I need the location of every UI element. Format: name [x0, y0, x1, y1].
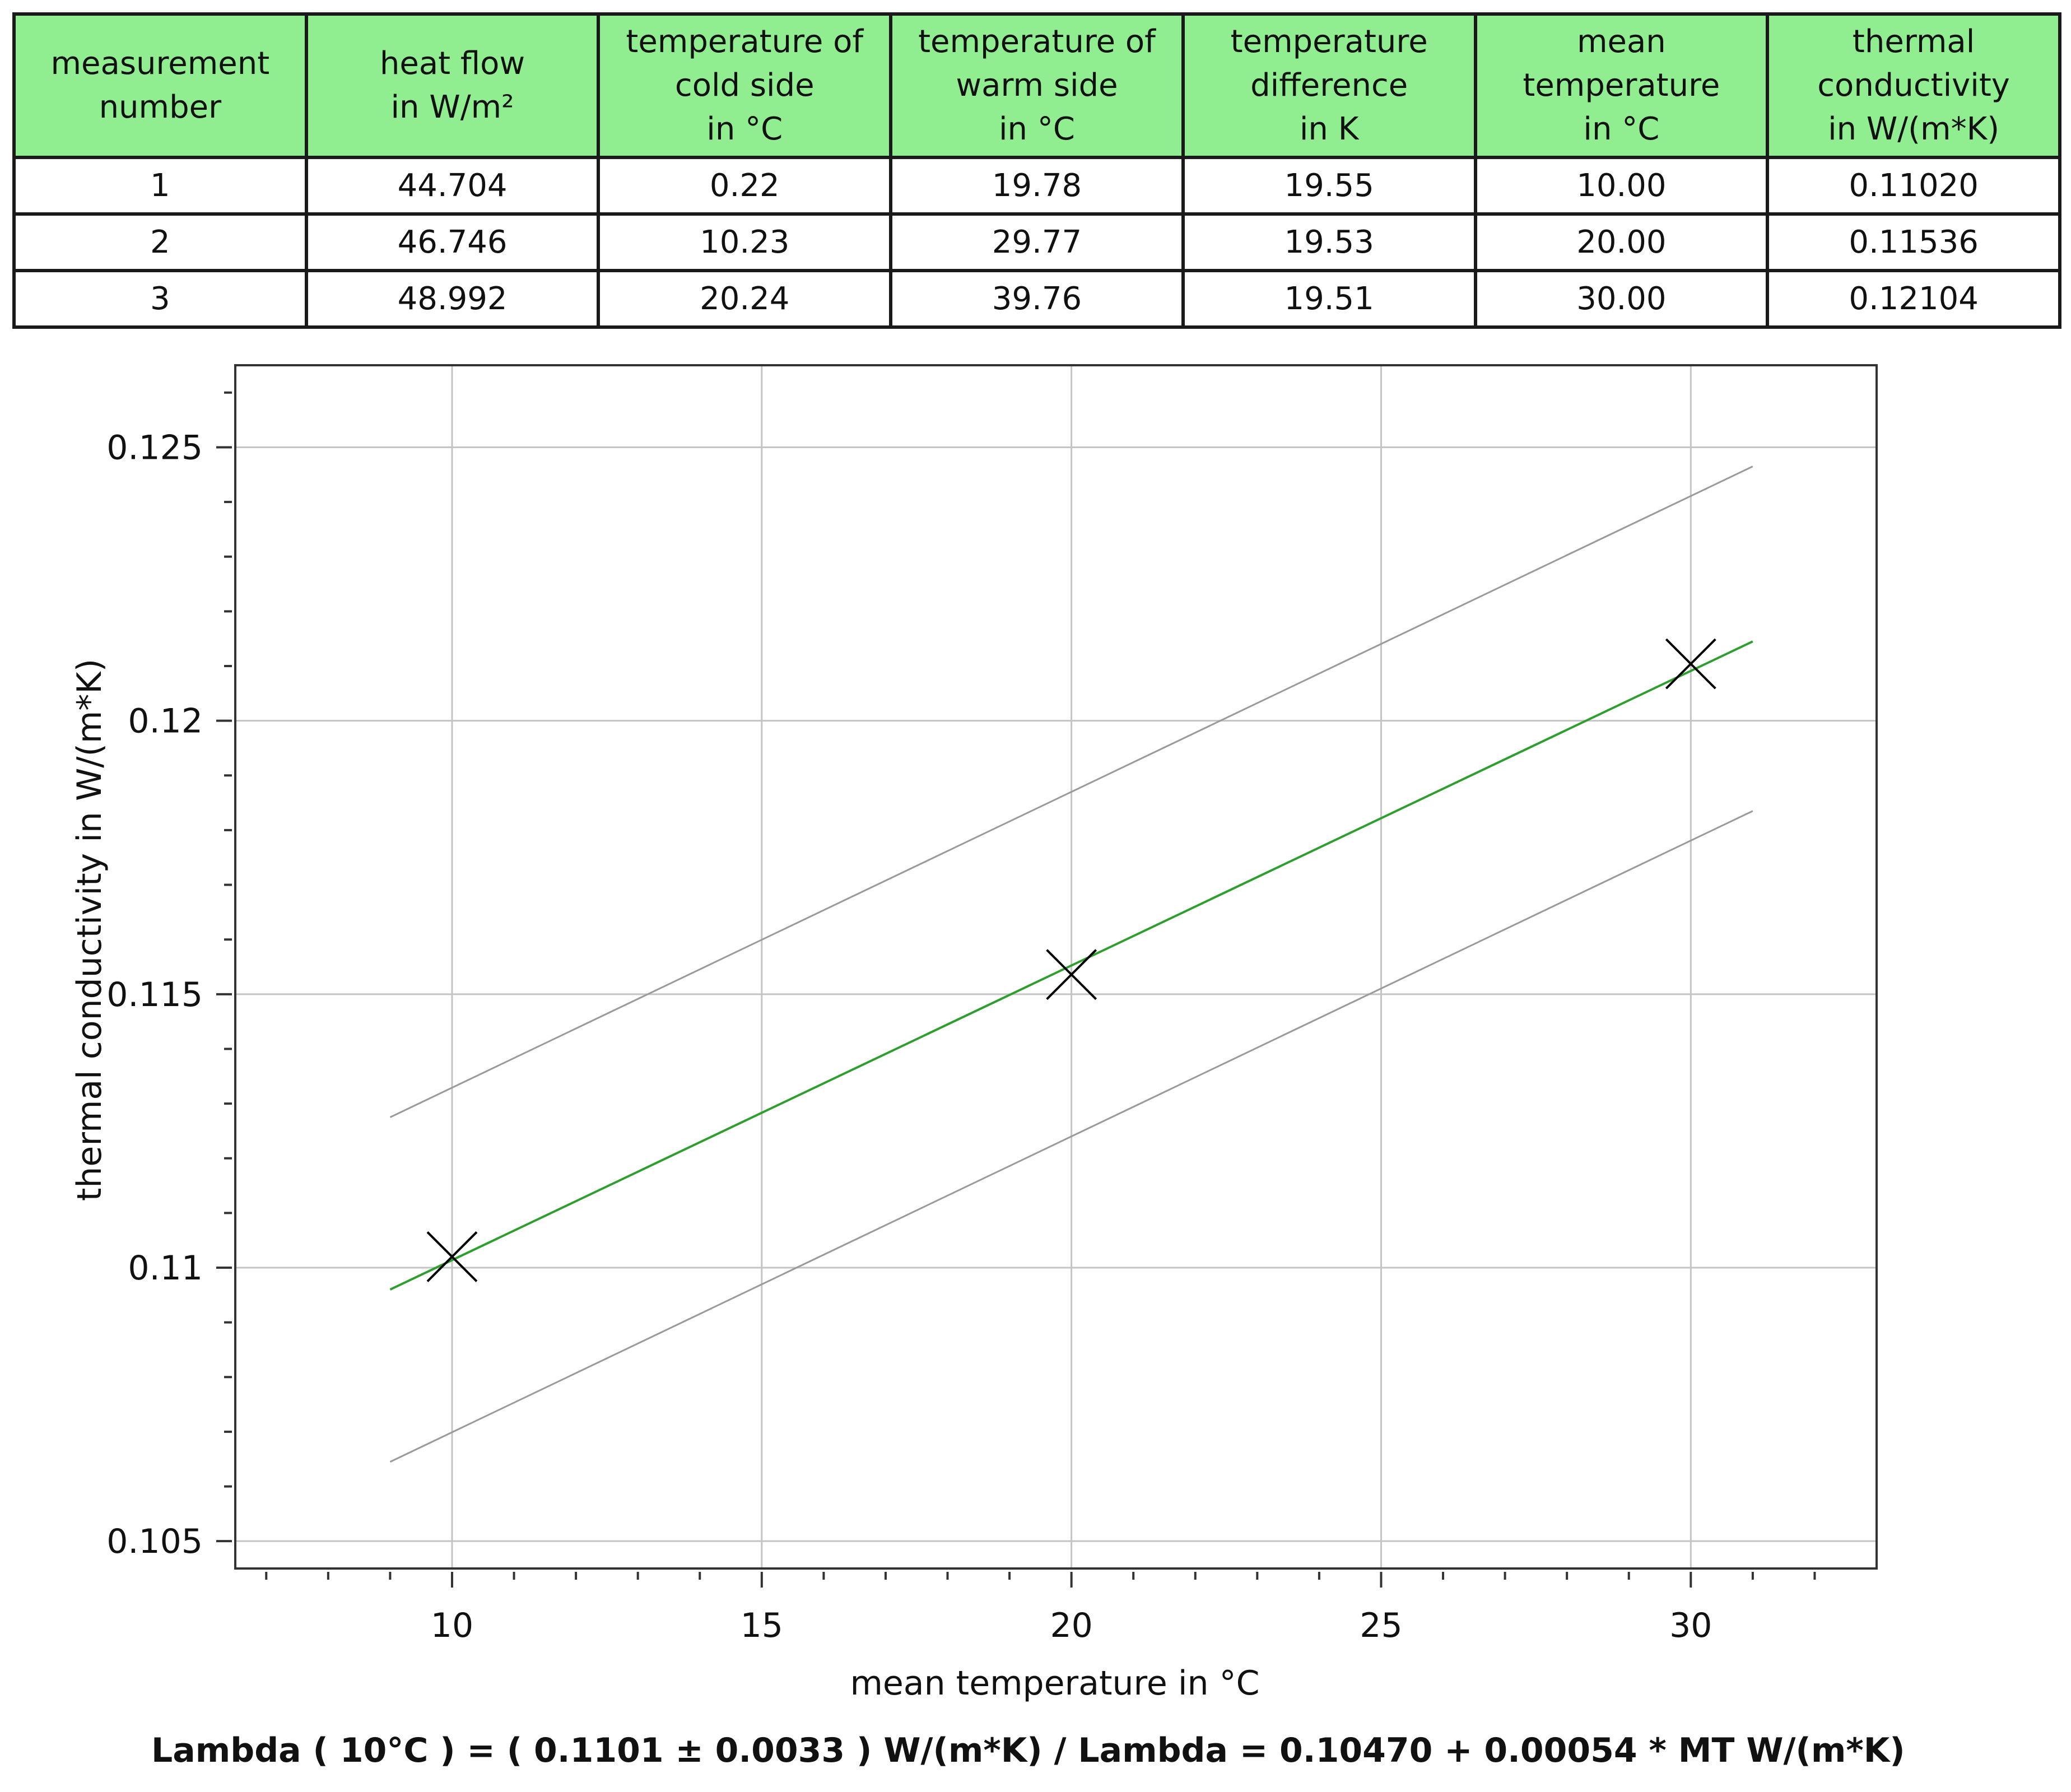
plot-frame — [234, 364, 1878, 1570]
cell-thermal-conductivity: 0.12104 — [1766, 269, 2061, 329]
cell-mean-temperature: 30.00 — [1473, 269, 1770, 329]
data-point-stroke — [1665, 638, 1716, 690]
chart-axes: 10 15 20 25 30 0.105 0.11 0.115 0.12 0.125 — [106, 364, 1878, 1645]
cell-heat-flow: 48.992 — [304, 269, 601, 329]
data-point-stroke — [426, 1231, 478, 1282]
header-thermal-conductivity: thermal conductivity in W/(m*K) — [1766, 12, 2061, 159]
y-tick-label: 0.105 — [106, 1522, 203, 1561]
cell-heat-flow: 46.746 — [304, 212, 601, 272]
cell-measurement-number: 3 — [12, 269, 308, 329]
cell-temp-difference: 19.55 — [1181, 156, 1477, 216]
x-tick-label: 25 — [1360, 1606, 1402, 1645]
measurement-table-container: measurement number heat flow in W/m² tem… — [12, 12, 2061, 329]
y-tick-label: 0.115 — [106, 975, 203, 1014]
lambda-formula: Lambda ( 10°C ) = ( 0.1101 ± 0.0033 ) W/… — [151, 1731, 1905, 1770]
y-tick-label: 0.12 — [128, 702, 203, 741]
cell-temp-warm-side: 29.77 — [889, 212, 1185, 272]
fit-line — [389, 640, 1753, 1291]
header-mean-temperature: mean temperature in °C — [1473, 12, 1770, 159]
cell-thermal-conductivity: 0.11020 — [1766, 156, 2061, 216]
data-points — [426, 638, 1716, 1282]
x-tick-label: 30 — [1669, 1606, 1712, 1645]
cell-temp-cold-side: 20.24 — [597, 269, 893, 329]
cell-temp-warm-side: 19.78 — [889, 156, 1185, 216]
table-row: 2 46.746 10.23 29.77 19.53 20.00 0.11536 — [12, 212, 2061, 272]
cell-temp-warm-side: 39.76 — [889, 269, 1185, 329]
y-tick-label: 0.125 — [106, 428, 203, 467]
cell-temp-difference: 19.51 — [1181, 269, 1477, 329]
y-tick-label: 0.11 — [128, 1249, 203, 1288]
header-temp-difference: temperature difference in K — [1181, 12, 1477, 159]
data-point-stroke — [1046, 949, 1097, 1000]
fit-line-group — [389, 640, 1753, 1291]
y-axis-label: thermal conductivity in W/(m*K) — [70, 659, 109, 1201]
data-point-marker — [426, 1231, 478, 1282]
x-axis-label: mean temperature in °C — [850, 1664, 1259, 1703]
table-row: 1 44.704 0.22 19.78 19.55 10.00 0.11020 — [12, 156, 2061, 216]
cell-temp-cold-side: 0.22 — [597, 156, 893, 216]
thermal-conductivity-chart: 10 15 20 25 30 0.105 0.11 0.115 0.12 0.125 mean t… — [70, 364, 1878, 1703]
header-heat-flow: heat flow in W/m² — [304, 12, 601, 159]
cell-mean-temperature: 10.00 — [1473, 156, 1770, 216]
lower-band-line — [389, 810, 1753, 1463]
cell-thermal-conductivity: 0.11536 — [1766, 212, 2061, 272]
header-temp-cold-side: temperature of cold side in °C — [597, 12, 893, 159]
upper-band-line — [389, 466, 1753, 1118]
cell-temp-cold-side: 10.23 — [597, 212, 893, 272]
cell-measurement-number: 2 — [12, 212, 308, 272]
x-tick-label: 15 — [741, 1606, 783, 1645]
x-tick-label: 10 — [431, 1606, 473, 1645]
chart-grid — [235, 365, 1877, 1568]
cell-mean-temperature: 20.00 — [1473, 212, 1770, 272]
cell-heat-flow: 44.704 — [304, 156, 601, 216]
measurement-table: measurement number heat flow in W/m² tem… — [12, 12, 2061, 329]
confidence-bands — [389, 466, 1753, 1463]
data-point-marker — [1046, 949, 1097, 1000]
data-point-marker — [1665, 638, 1716, 690]
x-tick-label: 20 — [1050, 1606, 1092, 1645]
table-header-row: measurement number heat flow in W/m² tem… — [12, 12, 2061, 159]
header-measurement-number: measurement number — [12, 12, 308, 159]
header-temp-warm-side: temperature of warm side in °C — [889, 12, 1185, 159]
table-row: 3 48.992 20.24 39.76 19.51 30.00 0.12104 — [12, 269, 2061, 329]
cell-measurement-number: 1 — [12, 156, 308, 216]
cell-temp-difference: 19.53 — [1181, 212, 1477, 272]
